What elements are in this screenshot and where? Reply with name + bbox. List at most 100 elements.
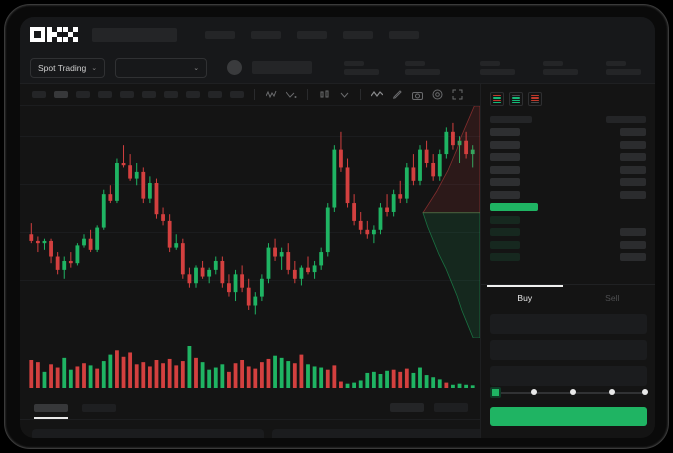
bottom-action-1[interactable] — [390, 403, 424, 412]
ticker-stat-value — [344, 68, 380, 75]
price-field[interactable] — [490, 314, 647, 334]
orderbook-ask-row[interactable] — [490, 190, 646, 199]
timeframe-button-active[interactable] — [54, 91, 68, 98]
bid-price — [490, 215, 520, 224]
orderbook-mode-group — [481, 84, 655, 112]
timeframe-button[interactable] — [120, 91, 134, 98]
ticker-stat-label — [344, 60, 365, 66]
ask-price — [490, 153, 520, 161]
ticker-stat-value — [543, 68, 578, 75]
ask-size — [620, 190, 646, 199]
price-chart[interactable] — [20, 106, 480, 338]
app-screen: Spot Trading ⌄ ⌄ — [20, 17, 655, 438]
orders-panel-left — [32, 429, 264, 438]
orderbook-mode-asks[interactable] — [528, 92, 542, 106]
orderbook-ask-row[interactable] — [490, 140, 646, 149]
bottom-tab-2[interactable] — [82, 403, 116, 412]
amount-field[interactable] — [490, 340, 647, 360]
slider-mark-75[interactable] — [609, 389, 615, 395]
orderbook-bid-row[interactable] — [490, 215, 646, 224]
tab-buy[interactable]: Buy — [481, 285, 569, 310]
orderbook-list[interactable] — [481, 112, 655, 261]
candlestick-series — [29, 122, 475, 315]
chevron-down-icon: ⌄ — [193, 64, 200, 72]
fullscreen-icon[interactable] — [451, 89, 463, 101]
orderbook-ask-row[interactable] — [490, 165, 646, 174]
timeframe-button[interactable] — [76, 91, 90, 98]
nav-item-2[interactable] — [251, 30, 281, 39]
timeframe-button[interactable] — [208, 91, 222, 98]
bid-price — [490, 253, 520, 261]
pencil-icon[interactable] — [391, 89, 403, 101]
slider-mark-100[interactable] — [642, 389, 648, 395]
ticker-stat-value — [606, 68, 641, 75]
nav-item-3[interactable] — [297, 30, 327, 39]
timeframe-button[interactable] — [98, 91, 112, 98]
slider-handle[interactable] — [490, 387, 501, 398]
nav-item-4[interactable] — [343, 30, 373, 39]
slider-mark-50[interactable] — [570, 389, 576, 395]
nav-item-5[interactable] — [389, 30, 419, 39]
orderbook-mode-both[interactable] — [490, 92, 504, 106]
ask-price — [490, 190, 520, 199]
orderbook-bid-row[interactable] — [490, 240, 646, 249]
settings-icon[interactable] — [431, 89, 443, 101]
ask-size — [620, 153, 646, 161]
okx-logo[interactable] — [30, 27, 78, 42]
line-chart-icon[interactable] — [371, 89, 383, 101]
bottom-tab-1[interactable] — [34, 403, 68, 419]
timeframe-button[interactable] — [164, 91, 178, 98]
indicators-icon[interactable] — [265, 89, 277, 101]
orderbook-bid-row[interactable] — [490, 253, 646, 261]
bottom-action-2[interactable] — [434, 403, 468, 412]
search-input[interactable] — [92, 27, 177, 42]
toolbar-divider — [307, 89, 308, 100]
timeframe-button[interactable] — [230, 91, 244, 98]
timeframe-button[interactable] — [142, 91, 156, 98]
tab-sell[interactable]: Sell — [569, 285, 656, 310]
compare-icon[interactable] — [285, 89, 297, 101]
last-price-value — [490, 203, 538, 211]
orderbook-ask-row[interactable] — [490, 153, 646, 161]
buy-submit-button[interactable] — [490, 407, 647, 426]
total-field[interactable] — [490, 366, 647, 386]
orderbook-ask-row[interactable] — [490, 178, 646, 186]
ask-size — [620, 178, 646, 186]
tab-sell-label: Sell — [605, 292, 620, 303]
ticker-stat — [606, 60, 641, 75]
orderbook-bid-row[interactable] — [490, 228, 646, 236]
tab-buy-label: Buy — [517, 292, 533, 303]
ask-size — [620, 128, 646, 136]
timeframe-button[interactable] — [186, 91, 200, 98]
ticker-stat-label — [405, 60, 426, 66]
bottom-tab-bar — [20, 396, 480, 420]
header-nav — [205, 30, 419, 39]
camera-icon[interactable] — [411, 89, 423, 101]
pair-selector[interactable]: ⌄ — [115, 57, 208, 78]
ticker-stat — [480, 60, 515, 75]
chevron-down-icon: ⌄ — [91, 64, 98, 72]
chevron-down-icon[interactable] — [338, 89, 350, 101]
bid-price — [490, 228, 520, 236]
sub-header: Spot Trading ⌄ ⌄ — [20, 52, 655, 84]
chart-type-icon[interactable] — [318, 89, 330, 101]
orderbook-ask-row[interactable] — [490, 128, 646, 136]
ask-size — [620, 165, 646, 174]
slider-mark-25[interactable] — [531, 389, 537, 395]
trading-mode-selector[interactable]: Spot Trading ⌄ — [30, 57, 106, 78]
ticker-stats — [344, 60, 441, 75]
percent-slider[interactable] — [490, 387, 648, 399]
timeframe-button[interactable] — [32, 91, 46, 98]
volume-series — [29, 346, 475, 388]
orderbook-mode-bids[interactable] — [509, 92, 523, 106]
bottom-tab-actions — [390, 403, 468, 412]
ticker-stat-value — [480, 68, 515, 75]
bottom-tab-label — [82, 403, 116, 412]
trade-tab-bar: Buy Sell — [481, 284, 655, 310]
bid-size — [620, 228, 646, 236]
trading-mode-label: Spot Trading — [38, 62, 87, 73]
ask-price — [490, 128, 520, 136]
bottom-tab-label — [34, 403, 68, 412]
nav-item-1[interactable] — [205, 30, 235, 39]
toolbar-divider — [254, 89, 255, 100]
